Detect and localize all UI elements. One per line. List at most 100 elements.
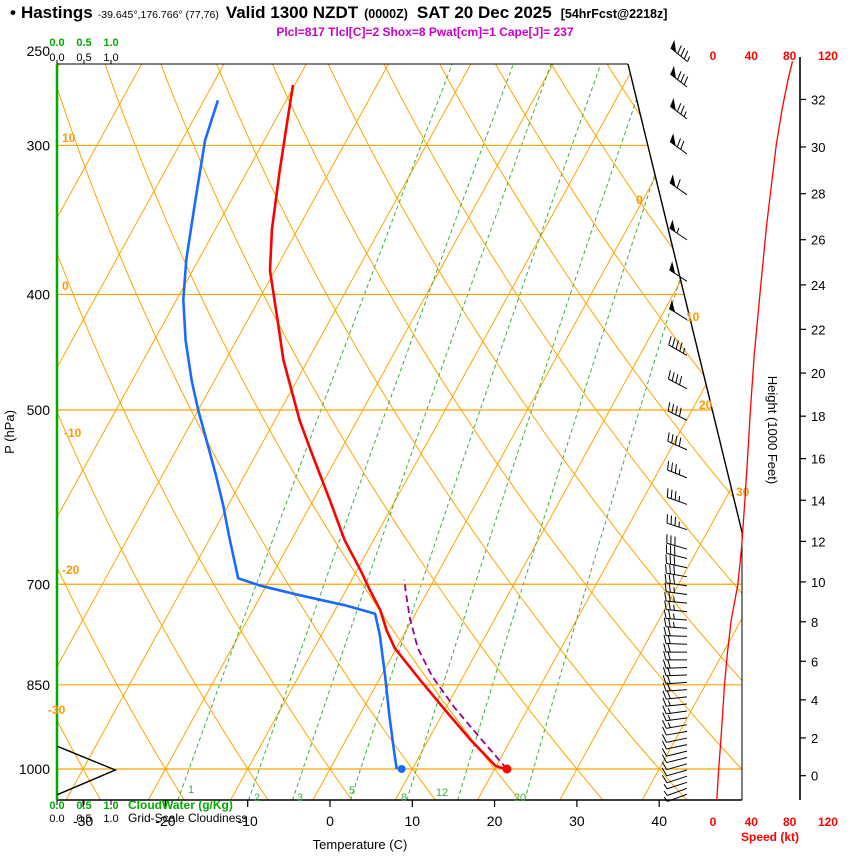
svg-text:-30: -30 xyxy=(73,813,93,829)
mixing-ratio-line xyxy=(406,64,652,800)
svg-text:700: 700 xyxy=(27,576,51,592)
dry-adiabat-line xyxy=(435,64,742,800)
skewt-grid xyxy=(57,64,742,800)
svg-text:120: 120 xyxy=(818,49,838,63)
valid-time: Valid 1300 NZDT xyxy=(225,3,359,22)
svg-text:14: 14 xyxy=(811,493,825,508)
svg-text:32: 32 xyxy=(811,92,825,107)
plot-frame xyxy=(55,63,743,801)
svg-text:0.0: 0.0 xyxy=(49,37,64,49)
station-bullet-icon: • xyxy=(10,3,16,22)
isotherm-line xyxy=(57,64,389,800)
svg-text:400: 400 xyxy=(27,286,51,302)
forecast-reference: [54hrFcst@2218z] xyxy=(560,7,668,21)
svg-text:1.0: 1.0 xyxy=(103,37,118,49)
svg-text:40: 40 xyxy=(745,49,759,63)
dry-adiabat-line xyxy=(57,64,436,800)
svg-text:2: 2 xyxy=(811,731,818,746)
svg-text:0.0: 0.0 xyxy=(49,800,64,812)
svg-text:0.0: 0.0 xyxy=(49,52,64,64)
cloud-water-curve xyxy=(56,745,118,796)
svg-text:10: 10 xyxy=(405,813,421,829)
svg-text:250: 250 xyxy=(27,43,51,59)
svg-text:0.5: 0.5 xyxy=(76,52,91,64)
station-coordinates: -39.645°,176.766° (77,76) xyxy=(97,9,219,21)
isotherm-line xyxy=(147,64,554,800)
dry-adiabat-line xyxy=(324,64,742,800)
svg-text:22: 22 xyxy=(811,322,825,337)
pressure-axis-title: P (hPa) xyxy=(2,410,17,454)
mixing-ratio-label: 3 xyxy=(297,792,303,804)
isotherm-line xyxy=(57,64,143,800)
svg-text:0.0: 0.0 xyxy=(49,813,64,825)
temperature-curve xyxy=(268,84,506,771)
dry-adiabat-line xyxy=(547,64,742,800)
svg-text:-20: -20 xyxy=(155,813,175,829)
svg-text:0.5: 0.5 xyxy=(76,800,91,812)
svg-text:1.0: 1.0 xyxy=(103,52,118,64)
station-name: Hastings xyxy=(20,3,93,22)
dry-adiabat-line xyxy=(213,64,688,800)
svg-text:1000: 1000 xyxy=(19,761,50,777)
isotherm-line xyxy=(641,64,742,800)
speed-profile-curve xyxy=(716,61,794,801)
svg-text:500: 500 xyxy=(27,402,51,418)
isotherm-line xyxy=(312,64,719,800)
svg-text:0: 0 xyxy=(326,813,334,829)
svg-text:8: 8 xyxy=(811,615,818,630)
mixing-ratio-line xyxy=(457,64,695,800)
temperature-axis-title: Temperature (C) xyxy=(313,837,408,852)
svg-text:18: 18 xyxy=(811,409,825,424)
svg-text:1.0: 1.0 xyxy=(103,800,118,812)
mixing-ratio-label: 2 xyxy=(254,792,260,804)
grid-value-label: 0 xyxy=(636,193,643,207)
chart-header: • Hastings -39.645°,176.766° (77,76) Val… xyxy=(10,3,667,23)
dry-adiabat-line xyxy=(157,64,604,800)
isotherm-line xyxy=(65,64,472,800)
mixing-ratio-line xyxy=(292,64,555,800)
svg-text:0: 0 xyxy=(811,769,818,784)
dry-adiabat-line xyxy=(57,64,269,800)
sounding-parameters: Plcl=817 Tlcl[C]=2 Shox=8 Pwat[cm]=1 Cap… xyxy=(276,25,574,39)
surface-dewpoint-marker xyxy=(397,764,406,773)
dry-adiabat-line xyxy=(57,64,185,800)
mixing-ratio-label: 5 xyxy=(349,785,355,797)
svg-text:24: 24 xyxy=(811,278,825,293)
parcel-curve xyxy=(403,579,508,770)
svg-text:1.0: 1.0 xyxy=(103,813,118,825)
dewpoint-curve xyxy=(182,100,398,770)
isotherm-line xyxy=(57,64,307,800)
grid-value-label: 0 xyxy=(62,279,69,293)
svg-text:16: 16 xyxy=(811,452,825,467)
svg-text:10: 10 xyxy=(811,575,825,590)
grid-value-label: 30 xyxy=(736,485,750,499)
dry-adiabat-line xyxy=(380,64,742,800)
mixing-ratio-line xyxy=(248,64,517,800)
cloudwater-axis-title: CloudWater (g/Kg) xyxy=(128,798,233,812)
mixing-ratio-label: 20 xyxy=(514,792,526,804)
isotherm-line xyxy=(477,64,742,800)
dry-adiabat-line xyxy=(102,64,520,800)
mixing-ratio-line xyxy=(350,64,604,800)
grid-value-label: 10 xyxy=(62,131,76,145)
svg-text:0.5: 0.5 xyxy=(76,37,91,49)
grid-value-label: 20 xyxy=(699,398,713,412)
valid-date: SAT 20 Dec 2025 xyxy=(416,3,552,22)
diagonal-boundary xyxy=(627,63,743,533)
mixing-ratio-line xyxy=(177,64,456,800)
svg-text:0: 0 xyxy=(710,49,717,63)
svg-text:6: 6 xyxy=(811,654,818,669)
dry-adiabat-line xyxy=(57,64,353,800)
wind-barbs xyxy=(661,39,691,802)
surface-temperature-marker xyxy=(502,764,512,774)
speed-axis-title: Speed (kt) xyxy=(741,830,799,844)
svg-text:20: 20 xyxy=(487,813,503,829)
isotherm-line xyxy=(230,64,636,800)
grid-value-label: 10 xyxy=(686,310,700,324)
svg-text:12: 12 xyxy=(811,534,825,549)
svg-text:80: 80 xyxy=(783,815,797,829)
grid-value-label: -20 xyxy=(62,563,80,577)
